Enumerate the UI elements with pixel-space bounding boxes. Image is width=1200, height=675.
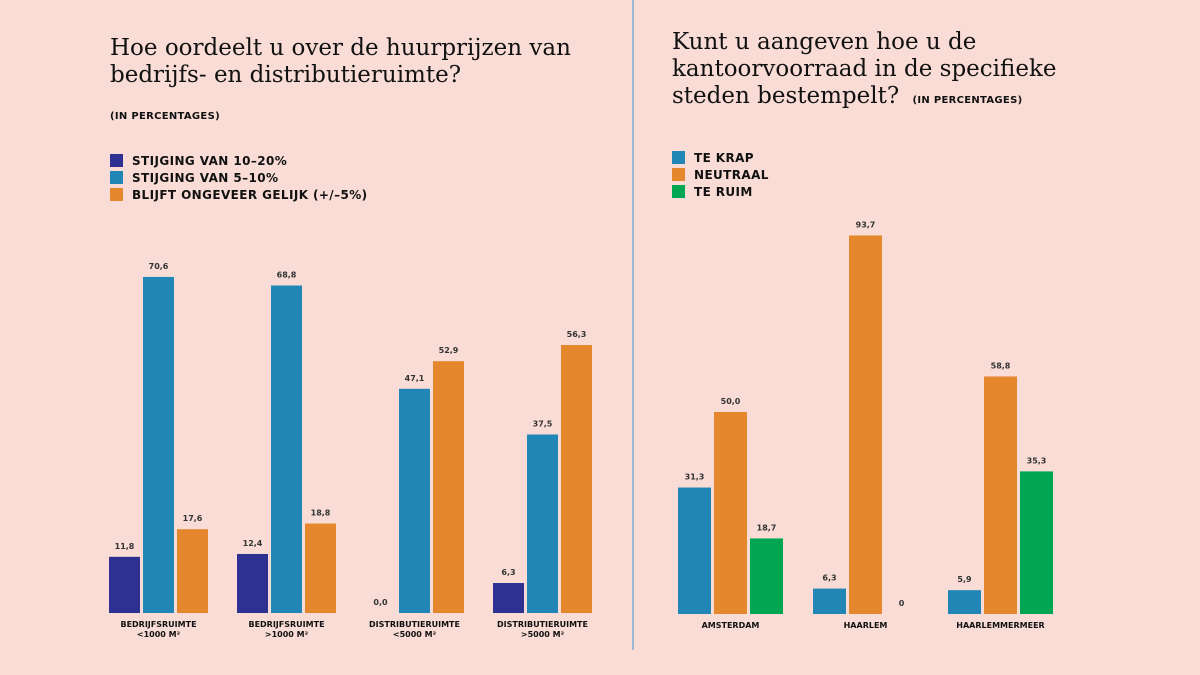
category-label: <5000 M² bbox=[393, 630, 437, 639]
bar-value-label: 68,8 bbox=[277, 271, 297, 280]
bar bbox=[678, 487, 711, 614]
category-label: AMSTERDAM bbox=[702, 621, 760, 630]
bar bbox=[948, 590, 981, 614]
legend-entry: STIJGING VAN 5–10% bbox=[110, 169, 368, 186]
right-chart-title: Kunt u aangeven hoe u de kantoorvoorraad… bbox=[672, 29, 1057, 114]
legend-entry: NEUTRAAL bbox=[672, 166, 769, 183]
bar-value-label: 35,3 bbox=[1027, 456, 1047, 465]
bar-value-label: 6,3 bbox=[501, 568, 515, 577]
category-label: BEDRIJFSRUIMTE bbox=[248, 620, 324, 629]
bar-value-label: 12,4 bbox=[243, 539, 263, 548]
legend-label: TE RUIM bbox=[694, 184, 753, 199]
legend-swatch bbox=[110, 188, 123, 201]
bar bbox=[493, 583, 524, 613]
bar bbox=[527, 434, 558, 613]
category-label: DISTRIBUTIERUIMTE bbox=[369, 620, 460, 629]
legend-label: STIJGING VAN 5–10% bbox=[132, 170, 279, 185]
panel-divider bbox=[632, 0, 634, 650]
legend-swatch bbox=[672, 185, 685, 198]
bar-value-label: 31,3 bbox=[685, 473, 705, 482]
bar-value-label: 58,8 bbox=[991, 361, 1011, 370]
bar-value-label: 18,8 bbox=[311, 509, 331, 518]
bar bbox=[561, 345, 592, 613]
category-label: <1000 M² bbox=[137, 630, 181, 639]
bar-value-label: 18,7 bbox=[757, 523, 777, 532]
right-chart-legend: TE KRAP NEUTRAAL TE RUIM bbox=[672, 149, 769, 200]
bar-value-label: 0,0 bbox=[373, 598, 388, 607]
legend-entry: TE KRAP bbox=[672, 149, 769, 166]
legend-entry: TE RUIM bbox=[672, 183, 769, 200]
right-title-line-3: steden bestempelt? bbox=[672, 83, 900, 109]
legend-entry: BLIJFT ONGEVEER GELIJK (+/–5%) bbox=[110, 186, 368, 203]
left-title-line-1: Hoe oordeelt u over de huurprijzen van bbox=[110, 35, 571, 61]
bar bbox=[433, 361, 464, 613]
left-chart-panel: Hoe oordeelt u over de huurprijzen van b… bbox=[109, 35, 592, 639]
bar bbox=[714, 412, 747, 614]
bar bbox=[237, 553, 268, 613]
legend-swatch bbox=[110, 171, 123, 184]
bar-value-label: 6,3 bbox=[822, 574, 836, 583]
bar bbox=[177, 529, 208, 613]
bar bbox=[813, 588, 846, 614]
left-chart-title: Hoe oordeelt u over de huurprijzen van b… bbox=[110, 35, 571, 89]
legend-swatch bbox=[672, 168, 685, 181]
bar bbox=[849, 235, 882, 614]
left-chart-legend: STIJGING VAN 10–20% STIJGING VAN 5–10% BLI… bbox=[110, 152, 368, 203]
legend-entry: STIJGING VAN 10–20% bbox=[110, 152, 368, 169]
bar-value-label: 52,9 bbox=[439, 346, 459, 355]
legend-label: NEUTRAAL bbox=[694, 167, 769, 182]
bar-value-label: 93,7 bbox=[856, 220, 876, 229]
bar bbox=[399, 388, 430, 613]
right-bar-chart: 31,3 50,0 18,7 AMSTERDAM 6,3 93,7 0 HAARLEM 5,9 5… bbox=[678, 220, 1053, 630]
bar bbox=[271, 285, 302, 613]
bar-value-label: 70,6 bbox=[149, 262, 169, 271]
bar-value-label: 37,5 bbox=[533, 420, 553, 429]
bar-value-label: 11,8 bbox=[115, 542, 135, 551]
legend-label: BLIJFT ONGEVEER GELIJK (+/–5%) bbox=[132, 187, 368, 202]
category-label: BEDRIJFSRUIMTE bbox=[120, 620, 196, 629]
bar bbox=[143, 276, 174, 613]
category-label: HAARLEM bbox=[844, 621, 888, 630]
right-chart-panel: Kunt u aangeven hoe u de kantoorvoorraad… bbox=[636, 0, 1200, 675]
bar bbox=[984, 376, 1017, 614]
bar-value-label: 17,6 bbox=[183, 514, 203, 523]
legend-swatch bbox=[672, 151, 685, 164]
legend-label: STIJGING VAN 10–20% bbox=[132, 153, 288, 168]
category-label: HAARLEMMERMEER bbox=[956, 621, 1044, 630]
right-title-line-2: kantoorvoorraad in de specifieke bbox=[672, 56, 1057, 82]
bar bbox=[750, 538, 783, 614]
bar bbox=[305, 523, 336, 613]
category-label: >5000 M² bbox=[521, 630, 565, 639]
bar-value-label: 5,9 bbox=[957, 575, 972, 584]
category-label: DISTRIBUTIERUIMTE bbox=[497, 620, 588, 629]
bar-value-label: 50,0 bbox=[721, 397, 741, 406]
legend-swatch bbox=[110, 154, 123, 167]
right-chart-subtitle: (IN PERCENTAGES) bbox=[912, 95, 1023, 106]
right-title-line-1: Kunt u aangeven hoe u de bbox=[672, 29, 977, 55]
category-label: >1000 M² bbox=[265, 630, 309, 639]
bar-value-label: 56,3 bbox=[567, 330, 587, 339]
bar-value-label: 47,1 bbox=[405, 374, 425, 383]
bar bbox=[109, 556, 140, 613]
bar bbox=[1020, 471, 1053, 614]
left-chart-subtitle: (IN PERCENTAGES) bbox=[110, 111, 220, 122]
left-title-line-2: bedrijfs- en distributieruimte? bbox=[110, 62, 462, 88]
legend-label: TE KRAP bbox=[694, 150, 754, 165]
bar-value-label: 0 bbox=[899, 599, 905, 608]
